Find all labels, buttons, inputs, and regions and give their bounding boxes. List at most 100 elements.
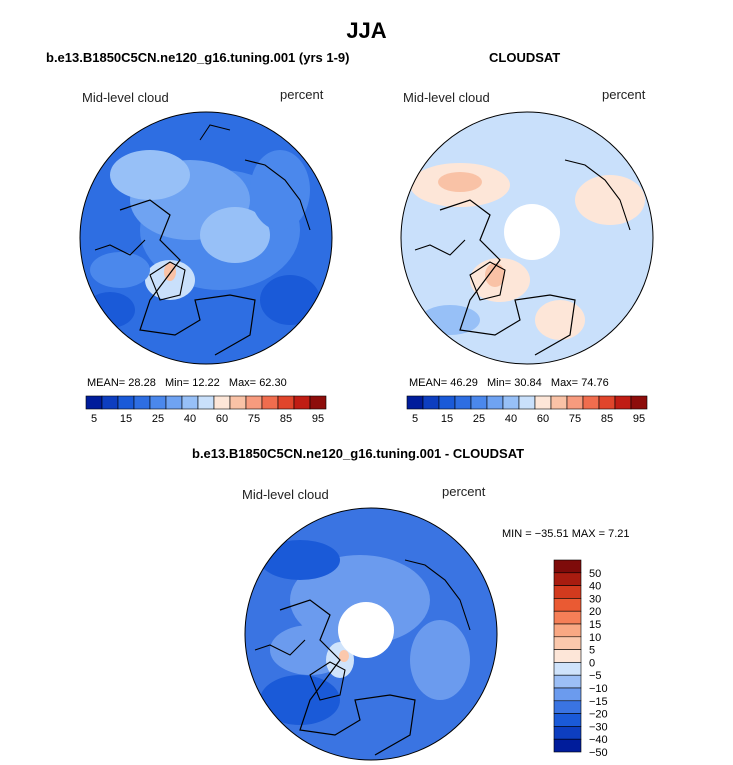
cloud-region [575, 175, 645, 225]
cloud-region [250, 150, 310, 230]
colorbar-box [534, 395, 552, 410]
colorbar-tick-label: 95 [633, 413, 645, 425]
colorbar-tick-label: −50 [589, 747, 608, 759]
max-label: Max= [228, 377, 257, 389]
cloud-region [410, 620, 470, 700]
colorbar-tick-label: 5 [412, 413, 418, 425]
cloud-region [420, 305, 480, 335]
colorbar-box [133, 395, 151, 410]
min-value: 12.22 [192, 377, 220, 389]
colorbar-box [553, 674, 582, 689]
colorbar-box [553, 598, 582, 612]
colorbar-tick-label: 60 [537, 413, 549, 425]
max-label: Max= [550, 377, 579, 389]
colorbar-box [470, 395, 488, 410]
cloud-region [260, 275, 320, 325]
colorbar-tick-label: 40 [184, 413, 196, 425]
colorbar-box [101, 395, 119, 410]
colorbar-box [550, 395, 568, 410]
variable-label-model: Mid-level cloud [82, 90, 169, 105]
colorbar-box [406, 395, 424, 410]
colorbar-tick-label: 10 [589, 632, 601, 644]
colorbar-box [553, 738, 582, 753]
polar-data-gap [338, 602, 394, 658]
colorbar-box [630, 395, 648, 410]
panel-title-model: b.e13.B1850C5CN.ne120_g16.tuning.001 (yr… [46, 50, 350, 65]
colorbar-box [553, 726, 582, 740]
colorbar-tick-label: 15 [441, 413, 453, 425]
map-model [80, 112, 332, 364]
panel-title-difference: b.e13.B1850C5CN.ne120_g16.tuning.001 - C… [192, 446, 525, 461]
colorbar-cloudsat: 5 15 25 40 60 75 85 95 [406, 395, 648, 425]
colorbar-box [454, 395, 472, 410]
colorbar-tick-label: −15 [589, 696, 608, 708]
colorbar-tick-label: 85 [601, 413, 613, 425]
colorbar-tick-label: 30 [589, 593, 601, 605]
colorbar-box [518, 395, 536, 410]
colorbar-box [277, 395, 295, 410]
colorbar-tick-label: 95 [312, 413, 324, 425]
colorbar-box [553, 636, 582, 650]
colorbar-box [117, 395, 135, 410]
colorbar-box [422, 395, 440, 410]
colorbar-box [553, 662, 582, 676]
cloud-region [438, 172, 482, 192]
colorbar-box [85, 395, 103, 410]
colorbar-tick-label: 50 [589, 568, 601, 580]
colorbar-model: 5 15 25 40 60 75 85 95 [85, 395, 327, 425]
colorbar-tick-label: 0 [589, 657, 595, 669]
cloud-region [290, 555, 430, 645]
colorbar-tick-label: 25 [152, 413, 164, 425]
variable-label-cloudsat: Mid-level cloud [403, 90, 490, 105]
min-label: Min= [486, 377, 512, 389]
map-border [244, 507, 498, 761]
units-label-model: percent [280, 87, 324, 102]
colorbar-tick-label: 15 [120, 413, 132, 425]
colorbar-box [553, 713, 582, 727]
units-label-difference: percent [442, 484, 486, 499]
colorbar-box [553, 559, 582, 574]
colorbar-box [261, 395, 279, 410]
colorbar-tick-label: 75 [569, 413, 581, 425]
colorbar-tick-label: 40 [505, 413, 517, 425]
colorbar-tick-label: −20 [589, 709, 608, 721]
colorbar-tick-label: 25 [473, 413, 485, 425]
units-label-cloudsat: percent [602, 87, 646, 102]
stats-cloudsat: MEAN= 46.29 Min= 30.84 Max= 74.76 [409, 377, 609, 389]
map-cloudsat [401, 112, 653, 364]
cloud-region [110, 150, 190, 200]
colorbar-tick-label: −30 [589, 721, 608, 733]
colorbar-box [553, 687, 582, 702]
colorbar-box [229, 395, 247, 410]
colorbar-tick-label: 40 [589, 581, 601, 593]
panel-title-cloudsat: CLOUDSAT [489, 50, 561, 65]
colorbar-box [553, 610, 582, 625]
colorbar-tick-label: 20 [589, 606, 601, 618]
colorbar-box [181, 395, 199, 410]
colorbar-tick-label: −5 [589, 670, 602, 682]
colorbar-box [197, 395, 215, 410]
colorbar-box [438, 395, 456, 410]
polar-data-gap [504, 204, 560, 260]
min-value: 30.84 [514, 377, 542, 389]
main-title: JJA [346, 18, 387, 43]
cloud-region [260, 675, 340, 725]
cloud-region [85, 292, 135, 328]
mean-label: MEAN= [87, 377, 126, 389]
colorbar-box [598, 395, 616, 410]
mean-value: 46.29 [450, 377, 478, 389]
map-border [79, 111, 333, 365]
cloud-region [485, 263, 505, 287]
cloud-region [339, 650, 349, 662]
colorbar-box [553, 649, 582, 663]
cloud-region [260, 540, 340, 580]
colorbar-box [582, 395, 600, 410]
colorbar-tick-label: 85 [280, 413, 292, 425]
cloud-region [535, 300, 585, 340]
colorbar-box [165, 395, 183, 410]
max-value: 74.76 [581, 377, 609, 389]
colorbar-box [553, 700, 582, 714]
colorbar-tick-label: 5 [91, 413, 97, 425]
variable-label-difference: Mid-level cloud [242, 487, 329, 502]
